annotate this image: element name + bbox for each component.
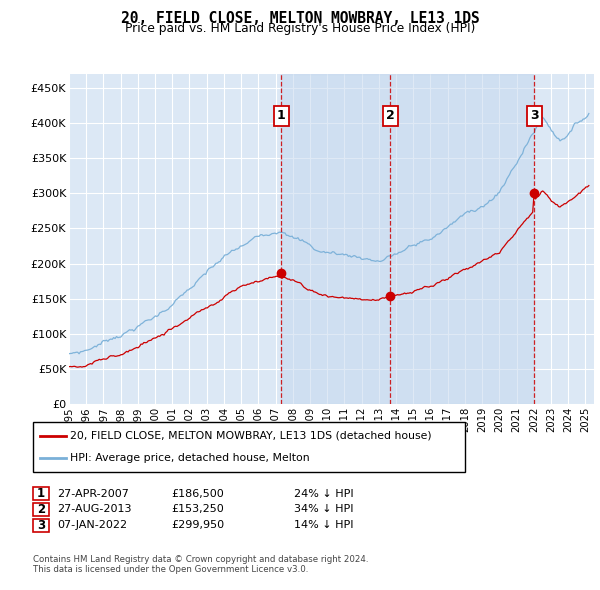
Text: Contains HM Land Registry data © Crown copyright and database right 2024.
This d: Contains HM Land Registry data © Crown c…	[33, 555, 368, 574]
Text: 1: 1	[277, 109, 286, 123]
Text: 24% ↓ HPI: 24% ↓ HPI	[294, 489, 353, 499]
Text: HPI: Average price, detached house, Melton: HPI: Average price, detached house, Melt…	[70, 453, 310, 463]
Text: 3: 3	[530, 109, 538, 123]
Text: 3: 3	[37, 519, 45, 532]
Text: 27-APR-2007: 27-APR-2007	[58, 489, 130, 499]
Text: £186,500: £186,500	[171, 489, 224, 499]
Text: 07-JAN-2022: 07-JAN-2022	[58, 520, 128, 530]
Text: £153,250: £153,250	[171, 504, 224, 514]
Text: 14% ↓ HPI: 14% ↓ HPI	[294, 520, 353, 530]
Bar	[281, 74, 534, 404]
Text: 20, FIELD CLOSE, MELTON MOWBRAY, LE13 1DS: 20, FIELD CLOSE, MELTON MOWBRAY, LE13 1D…	[121, 11, 479, 25]
Text: Price paid vs. HM Land Registry's House Price Index (HPI): Price paid vs. HM Land Registry's House …	[125, 22, 475, 35]
Text: 34% ↓ HPI: 34% ↓ HPI	[294, 504, 353, 514]
Text: 2: 2	[386, 109, 394, 123]
Text: 27-AUG-2013: 27-AUG-2013	[58, 504, 132, 514]
Text: 1: 1	[37, 487, 45, 500]
Text: £299,950: £299,950	[171, 520, 224, 530]
Text: 20, FIELD CLOSE, MELTON MOWBRAY, LE13 1DS (detached house): 20, FIELD CLOSE, MELTON MOWBRAY, LE13 1D…	[70, 431, 432, 441]
Text: 2: 2	[37, 503, 45, 516]
